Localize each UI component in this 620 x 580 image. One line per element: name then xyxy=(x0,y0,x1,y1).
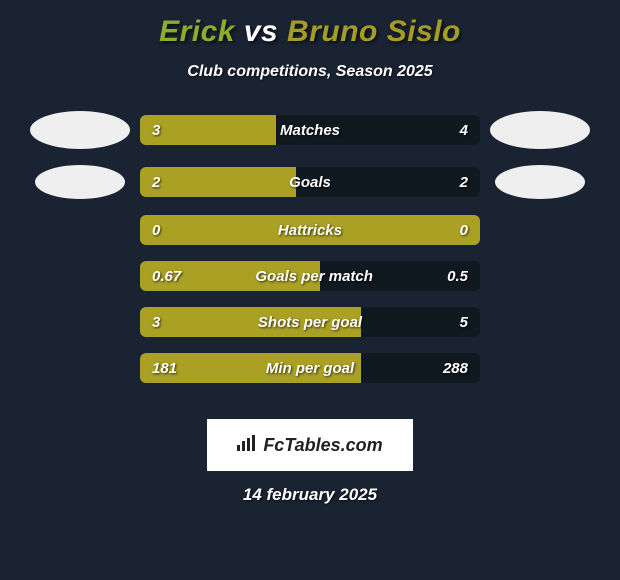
stat-label: Min per goal xyxy=(189,360,431,377)
stat-row-outer: 3Shots per goal5 xyxy=(20,307,600,337)
stat-value-right: 5 xyxy=(448,314,480,331)
avatar-slot-right xyxy=(480,165,600,199)
stats-block: 3Matches42Goals20Hattricks00.67Goals per… xyxy=(0,111,620,399)
stat-row: 2Goals2 xyxy=(140,167,480,197)
stat-row-outer: 3Matches4 xyxy=(20,111,600,149)
stat-row-outer: 0.67Goals per match0.5 xyxy=(20,261,600,291)
stat-label: Matches xyxy=(172,122,447,139)
stat-label: Goals xyxy=(172,174,447,191)
stat-row: 0Hattricks0 xyxy=(140,215,480,245)
player2-avatar xyxy=(495,165,585,199)
date-text: 14 february 2025 xyxy=(0,485,620,505)
player2-name: Bruno Sislo xyxy=(287,15,461,48)
stat-value-right: 0.5 xyxy=(435,268,480,285)
stat-value-right: 0 xyxy=(448,222,480,239)
stat-label: Shots per goal xyxy=(172,314,447,331)
stat-value-left: 3 xyxy=(140,122,172,139)
stat-value-left: 0 xyxy=(140,222,172,239)
stat-value-right: 4 xyxy=(448,122,480,139)
stat-row-outer: 0Hattricks0 xyxy=(20,215,600,245)
stat-row-outer: 181Min per goal288 xyxy=(20,353,600,383)
stat-label: Hattricks xyxy=(172,222,447,239)
player1-avatar xyxy=(35,165,125,199)
player1-name: Erick xyxy=(159,15,235,48)
chart-icon xyxy=(237,435,257,456)
stat-value-left: 3 xyxy=(140,314,172,331)
stat-row: 0.67Goals per match0.5 xyxy=(140,261,480,291)
stat-value-left: 0.67 xyxy=(140,268,193,285)
stat-value-left: 2 xyxy=(140,174,172,191)
stat-row: 3Shots per goal5 xyxy=(140,307,480,337)
stat-row-outer: 2Goals2 xyxy=(20,165,600,199)
comparison-card: Erick vs Bruno Sislo Club competitions, … xyxy=(0,0,620,515)
stat-value-right: 288 xyxy=(431,360,480,377)
stat-label: Goals per match xyxy=(193,268,435,285)
stat-value-right: 2 xyxy=(448,174,480,191)
page-title: Erick vs Bruno Sislo xyxy=(0,15,620,49)
vs-text: vs xyxy=(244,15,278,48)
stat-row: 181Min per goal288 xyxy=(140,353,480,383)
subtitle: Club competitions, Season 2025 xyxy=(0,63,620,81)
stat-value-left: 181 xyxy=(140,360,189,377)
stat-row: 3Matches4 xyxy=(140,115,480,145)
player2-avatar xyxy=(490,111,590,149)
avatar-slot-left xyxy=(20,165,140,199)
logo-text: FcTables.com xyxy=(263,435,382,456)
avatar-slot-right xyxy=(480,111,600,149)
avatar-slot-left xyxy=(20,111,140,149)
logo-box[interactable]: FcTables.com xyxy=(207,419,413,471)
player1-avatar xyxy=(30,111,130,149)
